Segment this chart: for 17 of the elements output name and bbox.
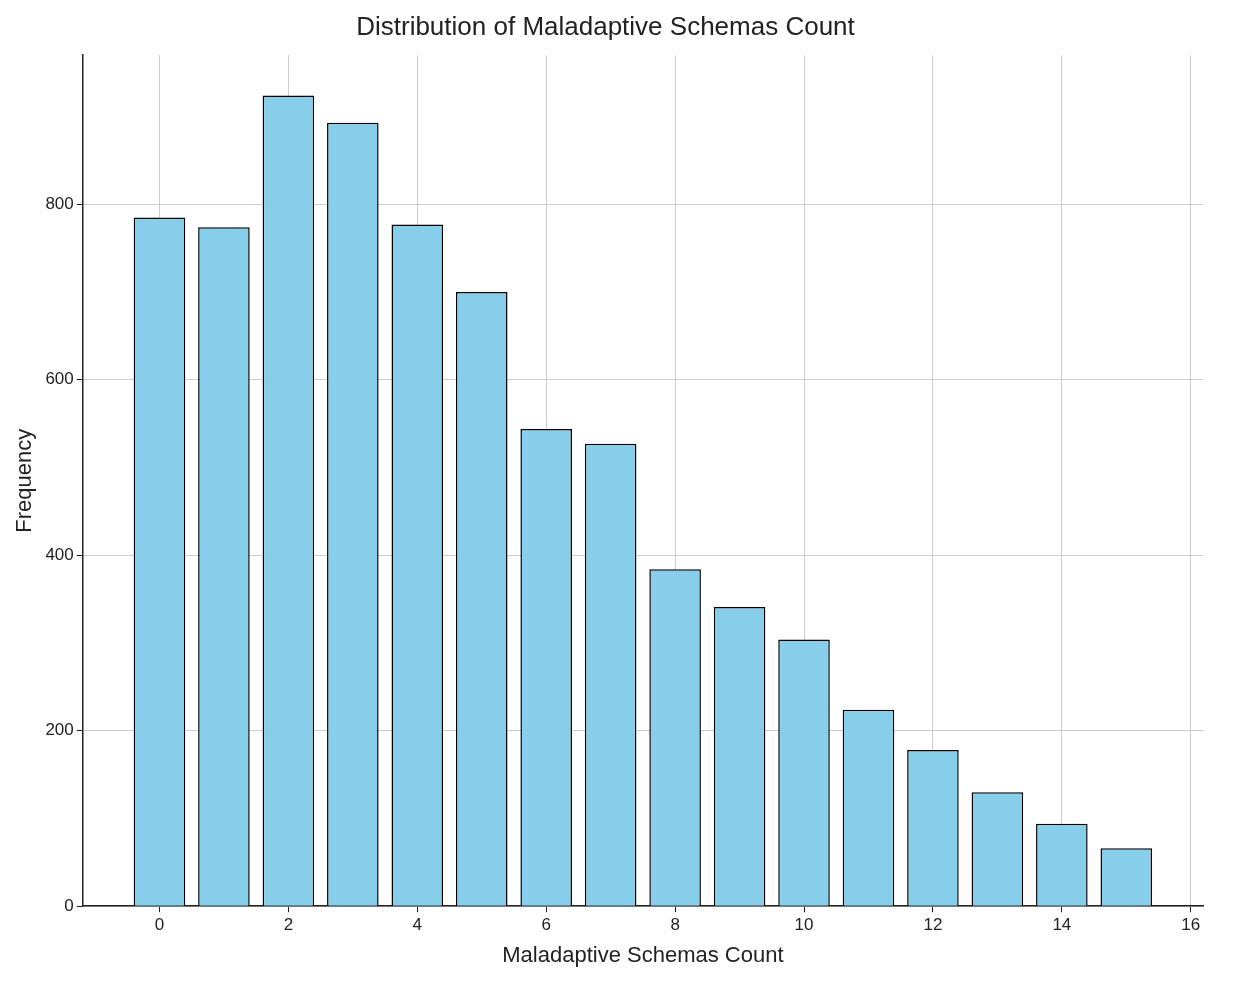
x-tick-label: 8 — [670, 915, 680, 935]
y-axis-title: Frequency — [11, 428, 37, 533]
chart-title: Distribution of Maladaptive Schemas Count — [356, 10, 856, 41]
x-tick-label: 2 — [283, 915, 294, 935]
x-tick-label: 0 — [154, 915, 165, 935]
x-axis-title: Maladaptive Schemas Count — [502, 941, 784, 967]
x-tick-label: 16 — [1181, 915, 1201, 935]
x-tick-label: 14 — [1052, 915, 1072, 935]
x-tick-label: 12 — [923, 915, 943, 935]
y-tick-label: 400 — [45, 544, 74, 564]
x-tick-label: 6 — [541, 915, 551, 935]
x-tick-label: 4 — [412, 915, 423, 935]
y-tick-label: 800 — [45, 194, 74, 214]
x-tick-label: 10 — [794, 915, 814, 935]
y-tick-label: 200 — [45, 720, 74, 740]
y-tick-label: 0 — [64, 895, 74, 915]
y-tick-label: 600 — [45, 369, 74, 389]
